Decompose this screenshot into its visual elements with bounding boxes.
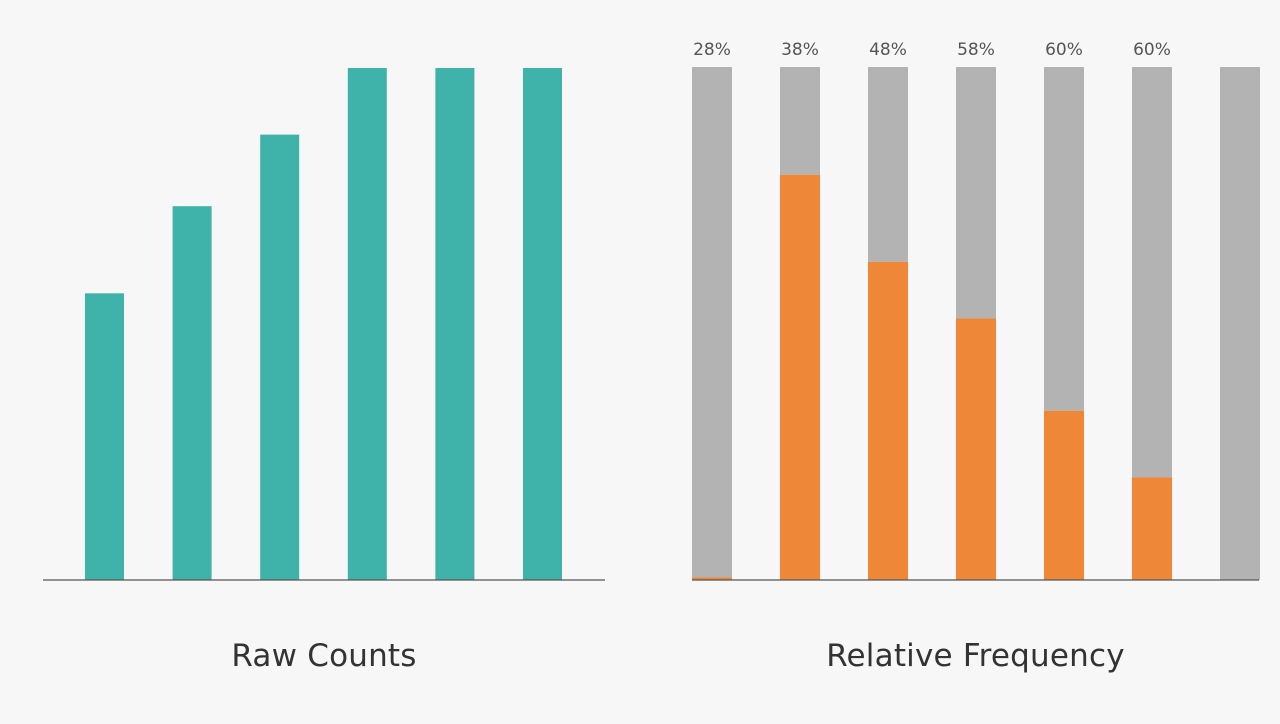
relative-remainder-bar — [692, 67, 732, 578]
relative-frequency-bar — [1132, 477, 1172, 580]
percent-tick-label: 48% — [869, 40, 907, 60]
relative-frequency-bar — [956, 318, 996, 580]
relative-frequency-bar — [1044, 410, 1084, 580]
relative-remainder-bar — [956, 67, 996, 319]
raw-counts-chart — [43, 68, 605, 581]
relative-frequency-chart: 28% 38% 48% 58% 60% 60% — [692, 40, 1260, 581]
raw-count-bar — [523, 68, 562, 580]
raw-count-bar — [85, 293, 124, 580]
relative-frequency-bar — [780, 174, 820, 580]
raw-count-bar — [347, 68, 387, 580]
percent-tick-label: 60% — [1045, 40, 1083, 60]
percent-tick-label: 28% — [693, 40, 731, 60]
relative-frequency-bar — [868, 261, 908, 580]
relative-remainder-bar — [868, 67, 908, 262]
relative-remainder-bar — [1132, 67, 1172, 478]
raw-count-bar — [435, 68, 475, 580]
relative-remainder-bar — [1220, 67, 1260, 580]
relative-frequency-bar — [692, 577, 732, 580]
relative-remainder-bar — [780, 67, 820, 175]
raw-count-bar — [260, 134, 300, 580]
percent-tick-label: 38% — [781, 40, 819, 60]
raw-count-bar — [172, 206, 212, 580]
percent-tick-label: 60% — [1133, 40, 1171, 60]
relative-remainder-bar — [1044, 67, 1084, 411]
relative-frequency-title: Relative Frequency — [826, 638, 1125, 674]
percent-tick-label: 58% — [957, 40, 995, 60]
raw-counts-title: Raw Counts — [231, 638, 417, 674]
